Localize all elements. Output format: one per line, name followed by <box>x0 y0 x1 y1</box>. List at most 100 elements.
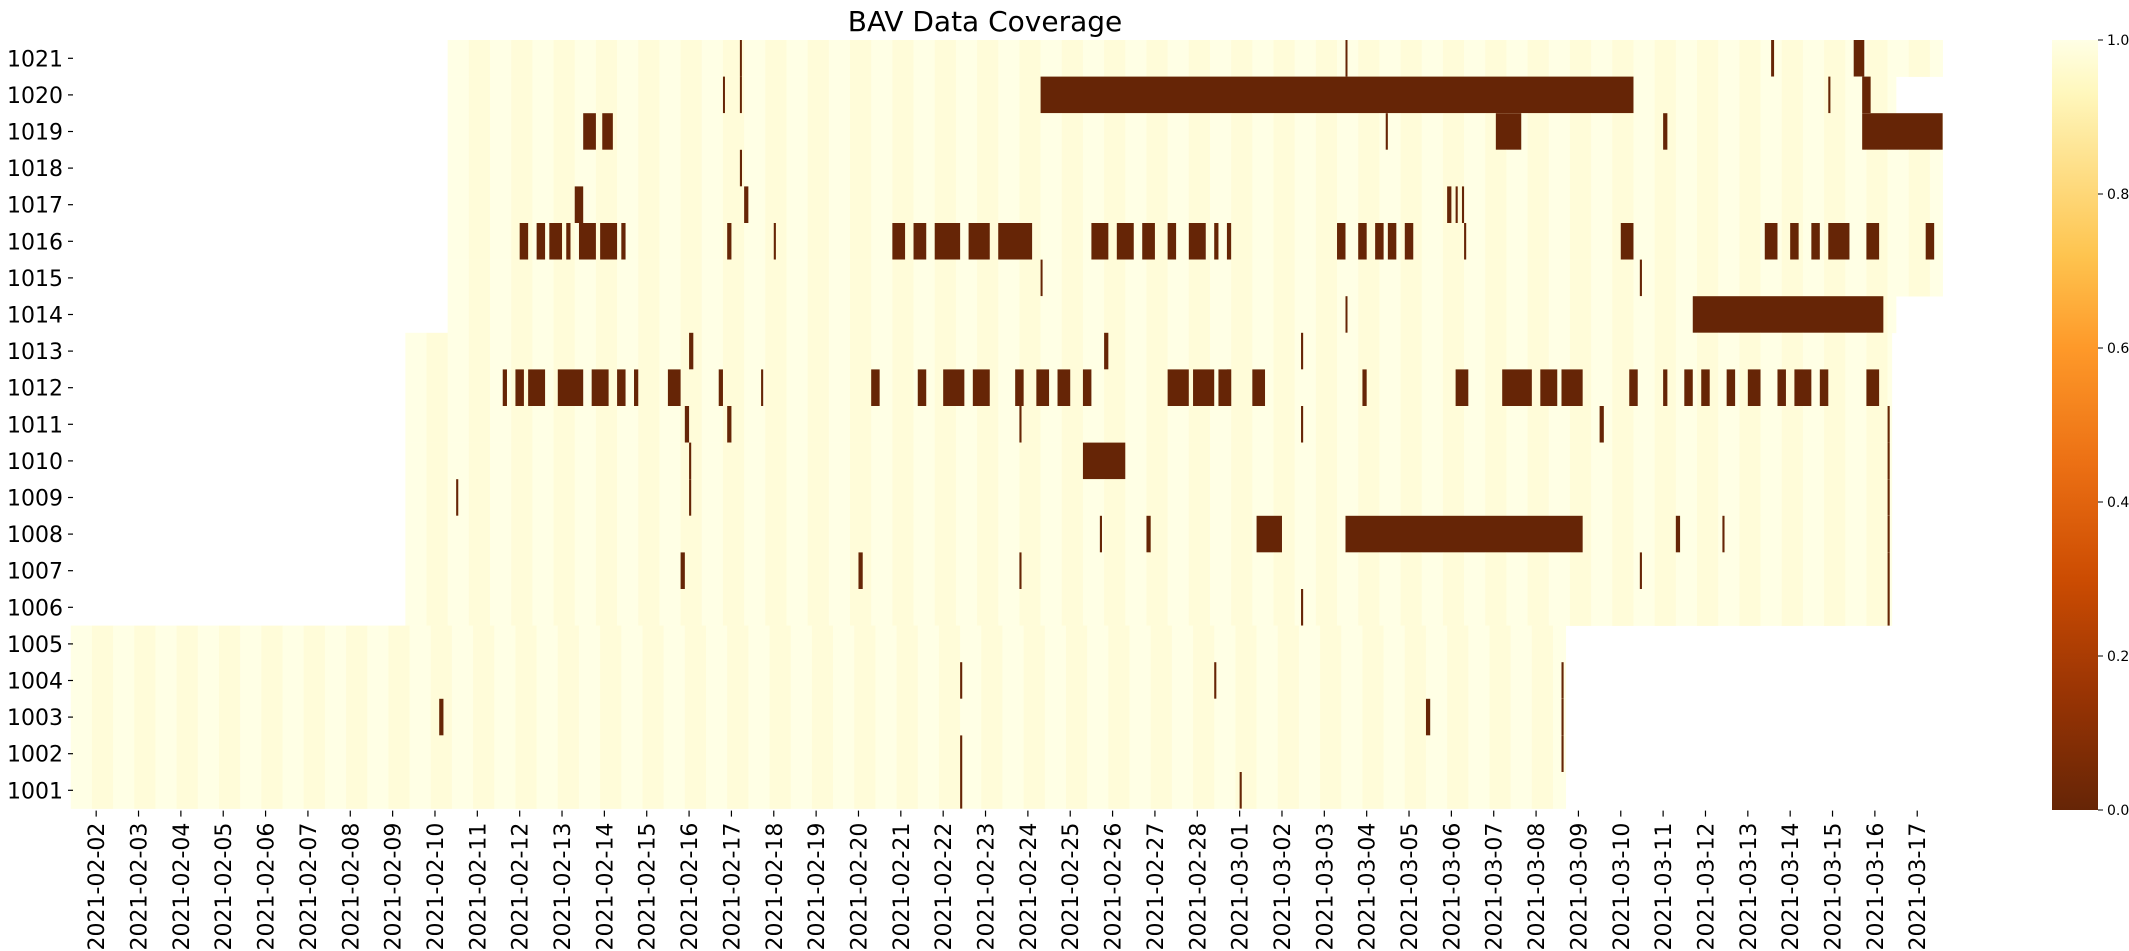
heatmap-cell <box>346 698 368 736</box>
gap-cell <box>1057 369 1071 406</box>
heatmap-cell <box>1485 149 1507 187</box>
gap-cell <box>1502 369 1532 406</box>
heatmap-cell <box>1383 735 1406 773</box>
heatmap-cell <box>1379 149 1401 187</box>
heatmap-cell <box>1044 772 1067 809</box>
heatmap-cell <box>850 186 872 224</box>
heatmap-cell <box>1929 259 1943 297</box>
heatmap-cell <box>659 515 681 553</box>
heatmap-cell <box>1802 589 1825 626</box>
heatmap-cell <box>955 186 978 224</box>
heatmap-cell <box>1188 113 1211 151</box>
heatmap-cell <box>134 698 156 736</box>
gap-cell <box>1142 223 1155 260</box>
gap-cell <box>1599 406 1604 443</box>
heatmap-cell <box>532 479 554 517</box>
heatmap-cell <box>744 442 766 480</box>
heatmap-cell <box>511 76 533 114</box>
heatmap-cell <box>955 442 978 480</box>
heatmap-cell <box>1485 406 1507 443</box>
heatmap-cell <box>490 149 512 187</box>
heatmap-cell <box>1214 625 1236 663</box>
heatmap-cell <box>1379 332 1401 370</box>
heatmap-cell <box>701 369 724 407</box>
heatmap-cell <box>1082 296 1105 334</box>
heatmap-cell <box>1404 625 1427 663</box>
heatmap-cell <box>600 772 622 809</box>
heatmap-cell <box>854 662 876 700</box>
heatmap-cell <box>70 772 93 809</box>
heatmap-cell <box>871 40 893 77</box>
y-tick-label: 1019 <box>7 121 63 146</box>
heatmap-cell <box>1337 259 1359 297</box>
heatmap-cell <box>1065 772 1088 809</box>
heatmap-cell <box>1908 186 1931 224</box>
heatmap-cell <box>680 149 703 187</box>
x-tick-label: 2021-02-17 <box>720 823 745 951</box>
heatmap-cell <box>1485 369 1507 407</box>
heatmap-cell <box>1464 223 1486 260</box>
heatmap-cell <box>748 772 770 809</box>
heatmap-cell <box>346 772 368 809</box>
heatmap-cell <box>786 296 808 334</box>
chart-title: BAV Data Coverage <box>848 5 1123 38</box>
gap-cell <box>722 76 725 114</box>
heatmap-cell <box>1929 149 1943 187</box>
heatmap-cell <box>659 223 681 260</box>
x-tick-label: 2021-02-20 <box>848 823 873 951</box>
heatmap-cell <box>828 589 851 626</box>
heatmap-cell <box>1569 223 1592 260</box>
heatmap-cell <box>451 772 474 809</box>
heatmap-cell <box>282 662 304 700</box>
heatmap-cell <box>1019 186 1041 224</box>
heatmap-cell <box>1633 369 1655 407</box>
x-tick-label: 2021-02-21 <box>890 823 915 951</box>
heatmap-cell <box>1383 662 1406 700</box>
heatmap-cell <box>515 772 537 809</box>
heatmap-cell <box>807 442 830 480</box>
heatmap-cell <box>1612 479 1634 517</box>
heatmap-cell <box>1675 296 1698 334</box>
heatmap-cell <box>701 296 724 334</box>
heatmap-cell <box>998 479 1020 517</box>
heatmap-cell <box>659 442 681 480</box>
heatmap-cell <box>1527 149 1550 187</box>
heatmap-cell <box>91 735 114 773</box>
heatmap-cell <box>1294 186 1317 224</box>
heatmap-cell <box>807 296 830 334</box>
heatmap-cell <box>1315 515 1338 553</box>
heatmap-cell <box>240 772 262 809</box>
heatmap-cell <box>917 625 940 663</box>
heatmap-cell <box>240 625 262 663</box>
heatmap-cell <box>1506 442 1528 480</box>
heatmap-cell <box>1002 772 1024 809</box>
heatmap-cell <box>680 76 703 114</box>
heatmap-cell <box>1887 589 1893 626</box>
heatmap-cell <box>1040 113 1063 151</box>
heatmap-cell <box>1294 369 1317 407</box>
heatmap-cell <box>1781 515 1804 553</box>
heatmap-cell <box>1337 40 1359 77</box>
heatmap-cell <box>1104 149 1126 187</box>
heatmap-cell <box>701 589 724 626</box>
heatmap-cell <box>875 662 897 700</box>
heatmap-cell <box>1294 552 1317 590</box>
heatmap-cell <box>1315 186 1338 224</box>
heatmap-cell <box>1002 735 1024 773</box>
heatmap-cell <box>1464 113 1486 151</box>
heatmap-cell <box>1802 149 1825 187</box>
heatmap-cell <box>722 406 745 443</box>
heatmap-cell <box>638 223 660 260</box>
heatmap-cell <box>871 589 893 626</box>
heatmap-cell <box>1654 149 1677 187</box>
x-tick-label: 2021-02-09 <box>382 823 407 951</box>
heatmap-cell <box>1718 186 1740 224</box>
heatmap-cell <box>574 40 597 77</box>
heatmap-cell <box>913 259 936 297</box>
heatmap-cell <box>1209 113 1232 151</box>
heatmap-cell <box>1171 625 1194 663</box>
heatmap-cell <box>1383 772 1406 809</box>
heatmap-cell <box>490 442 512 480</box>
gap-cell <box>1082 442 1126 480</box>
heatmap-cell <box>1358 442 1380 480</box>
